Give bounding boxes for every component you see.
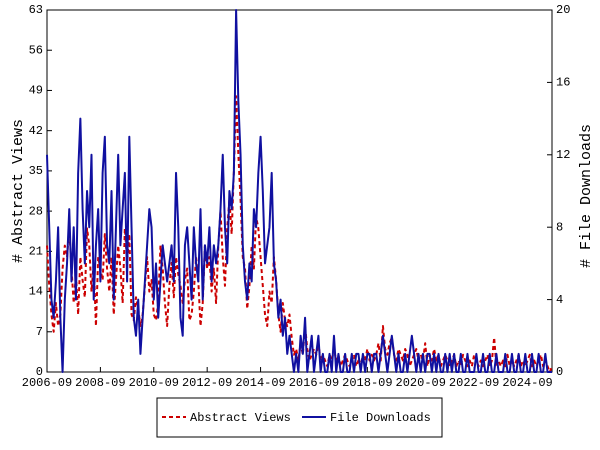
x-tick-label: 2016-09	[289, 376, 339, 390]
y-tick-label: 14	[29, 285, 43, 299]
plot-frame	[46, 9, 553, 373]
y2-tick-label: 0	[556, 365, 563, 379]
series-line	[46, 95, 553, 373]
y2-axis-label: # File Downloads	[578, 124, 595, 268]
y2-tick-label: 8	[556, 220, 563, 234]
y-tick-label: 7	[36, 325, 43, 339]
y-tick-label: 42	[29, 124, 43, 138]
y-tick-label: 49	[29, 84, 43, 98]
legend-box	[156, 397, 443, 438]
y2-tick-label: 20	[556, 3, 570, 17]
y2-tick-label: 12	[556, 148, 570, 162]
y-axis-label: # Abstract Views	[10, 119, 27, 263]
x-tick-label: 2008-09	[75, 376, 125, 390]
x-tick-label: 2022-09	[449, 376, 499, 390]
y-tick-label: 0	[36, 365, 43, 379]
y2-tick-label: 4	[556, 293, 563, 307]
x-tick-label: 2012-09	[182, 376, 232, 390]
y-tick-label: 28	[29, 204, 43, 218]
legend-label: Abstract Views	[190, 411, 291, 425]
series-line	[46, 9, 552, 373]
y-tick-label: 21	[29, 245, 43, 259]
x-tick-label: 2024-09	[502, 376, 552, 390]
x-tick-label: 2006-09	[22, 376, 72, 390]
x-tick-label: 2010-09	[129, 376, 179, 390]
y-tick-label: 35	[29, 164, 43, 178]
x-tick-label: 2020-09	[396, 376, 446, 390]
x-tick-label: 2014-09	[235, 376, 285, 390]
y-tick-label: 56	[29, 43, 43, 57]
x-tick-label: 2018-09	[342, 376, 392, 390]
y-tick-label: 63	[29, 3, 43, 17]
y2-tick-label: 16	[556, 76, 570, 90]
legend-label: File Downloads	[330, 411, 431, 425]
